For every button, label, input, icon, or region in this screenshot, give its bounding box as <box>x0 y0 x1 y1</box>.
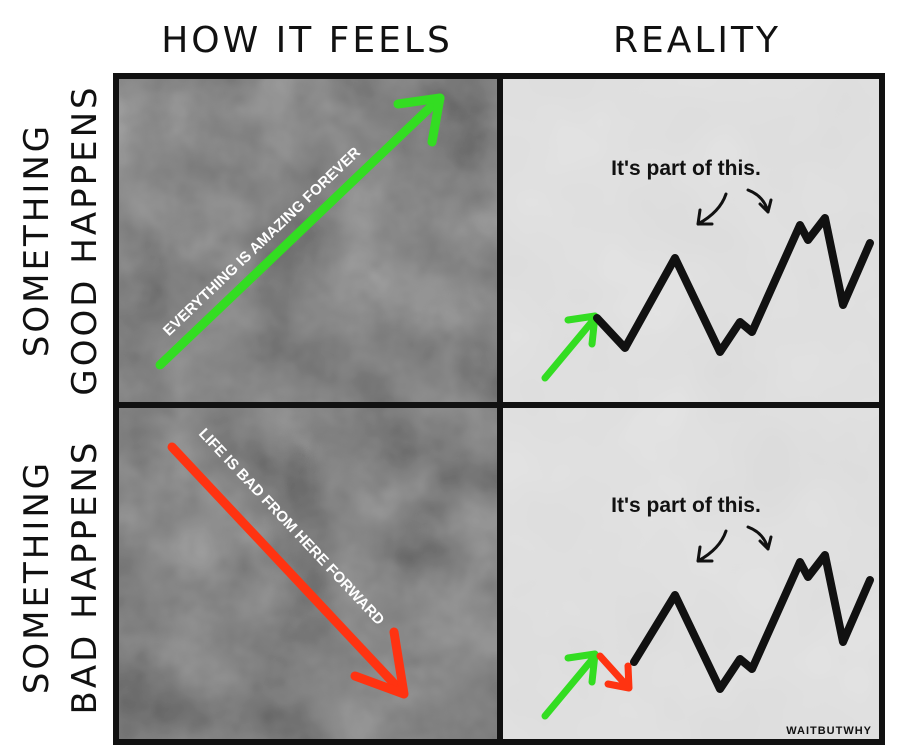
annotation: It's part of this. <box>611 494 761 517</box>
row-label: SOMETHING BAD HAPPENS <box>17 440 105 715</box>
grid <box>113 73 885 745</box>
panel-light <box>500 76 882 405</box>
falling-arrow <box>167 442 409 699</box>
rising-arrow <box>155 93 445 370</box>
reality-graph <box>541 188 874 382</box>
reality-graph <box>541 525 874 720</box>
panel-dark <box>116 405 500 742</box>
column-header: REALITY <box>613 20 781 61</box>
column-header: HOW IT FEELS <box>161 20 453 61</box>
row-label-line: GOOD HAPPENS <box>65 84 105 395</box>
row-label-line: BAD HAPPENS <box>65 440 105 715</box>
panel-light <box>500 405 882 742</box>
annotation: It's part of this. <box>611 157 761 180</box>
credit: WAITBUTWHY <box>786 725 872 737</box>
row-label-line: SOMETHING <box>17 123 57 357</box>
row-label: SOMETHING GOOD HAPPENS <box>17 84 105 395</box>
row-label-line: SOMETHING <box>17 460 57 694</box>
